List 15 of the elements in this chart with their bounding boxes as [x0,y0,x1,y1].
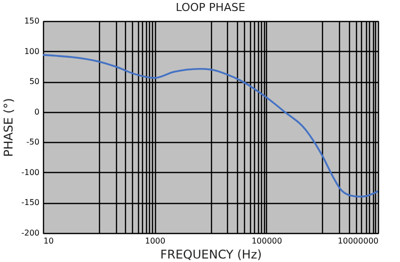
y-tick-label: 150 [24,16,40,26]
y-tick-label: -150 [21,198,40,208]
x-tick-label: 10000000 [338,236,378,246]
y-tick-label: -50 [26,138,40,147]
y-tick-label: -200 [21,228,40,238]
y-tick-label: -100 [21,168,40,177]
chart-title: LOOP PHASE [176,1,246,14]
y-tick-label: 50 [29,77,40,86]
y-axis-title: PHASE (°) [1,98,16,157]
y-tick-label: 100 [24,46,40,56]
x-tick-label: 1000 [144,236,166,246]
y-tick-label: 0 [34,107,40,116]
x-tick-label: 100000 [252,236,282,246]
x-tick-label: 10 [44,236,54,246]
x-axis-title: FREQUENCY (Hz) [160,248,262,262]
